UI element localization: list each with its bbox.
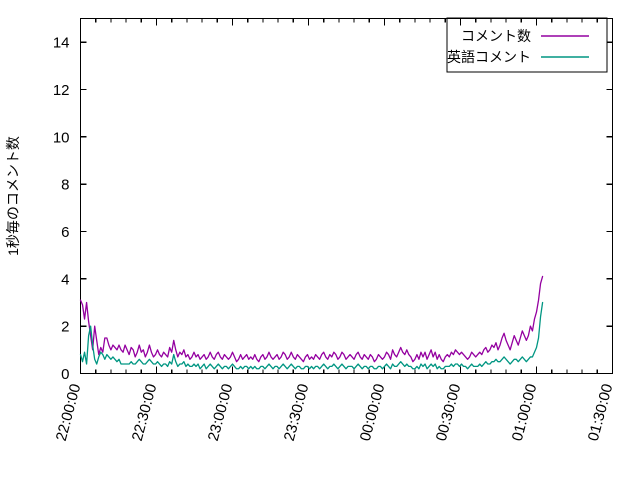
legend-box <box>446 17 608 73</box>
plot-frame <box>79 17 614 375</box>
legend-label-1: コメント数 <box>461 28 531 44</box>
data-series-group <box>79 275 544 370</box>
y-tick-label: 0 <box>61 366 69 383</box>
y-axis-title-group: 1秒毎のコメント数 <box>5 136 21 256</box>
y-tick-label: 8 <box>61 177 69 194</box>
plot-border <box>79 17 614 375</box>
y-axis-ticks: 0 2 4 6 8 10 12 14 <box>53 35 613 383</box>
y-tick-label: 4 <box>61 271 69 288</box>
y-tick-label: 2 <box>61 319 69 336</box>
y-tick-label: 12 <box>53 82 70 99</box>
y-tick-label: 6 <box>61 224 69 241</box>
y-axis-title: 1秒毎のコメント数 <box>5 136 21 256</box>
y-tick-label: 10 <box>53 129 70 146</box>
y-axis-title-text: 1秒毎のコメント数 <box>5 136 21 256</box>
legend-label-2: 英語コメント <box>447 49 531 65</box>
series-line-1 <box>79 275 544 363</box>
series-line-2 <box>79 301 544 370</box>
y-tick-label: 14 <box>53 35 70 52</box>
